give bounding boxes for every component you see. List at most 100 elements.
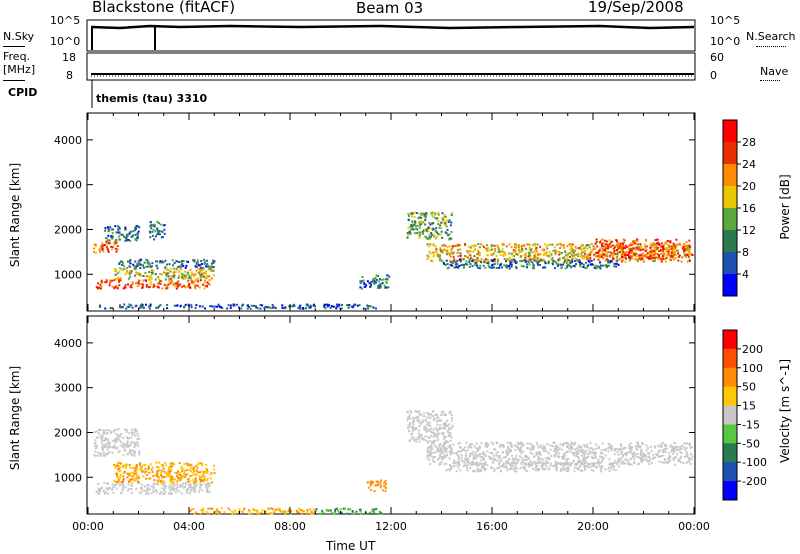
velocity-echo-cell	[107, 440, 110, 443]
velocity-echo-cell	[447, 429, 450, 432]
power-echo-cell	[187, 284, 190, 287]
power-echo-cell	[436, 231, 439, 234]
power-echo-cell	[609, 255, 612, 258]
power-echo-cell	[586, 244, 589, 247]
power-echo-cell	[446, 249, 449, 252]
velocity-echo-cell	[190, 470, 192, 473]
power-echo-cell	[107, 228, 110, 231]
power-echo-cell	[567, 263, 570, 266]
power-echo-cell	[504, 253, 507, 256]
power-echo-cell	[445, 259, 448, 262]
velocity-echo-cell	[119, 473, 122, 476]
power-echo-cell	[537, 253, 539, 255]
power-echo-cell	[656, 256, 659, 259]
power-echo-cell	[439, 254, 442, 257]
power-echo-cell	[93, 243, 96, 246]
velocity-echo-cell	[417, 436, 420, 439]
velocity-echo-cell	[470, 446, 473, 449]
velocity-echo-cell	[408, 439, 411, 442]
power-echo-cell	[515, 253, 518, 256]
power-echo-cell	[601, 251, 604, 254]
power-echo-cell	[655, 248, 658, 251]
velocity-echo-cell	[554, 462, 557, 464]
velocity-echo-cell	[587, 455, 590, 458]
velocity-echo-cell	[524, 468, 526, 471]
velocity-echo-cell	[544, 468, 547, 471]
velocity-echo-cell	[529, 448, 532, 451]
power-echo-cell	[430, 212, 433, 215]
velocity-echo-cell	[666, 461, 669, 463]
power-echo-cell	[680, 260, 683, 263]
power-echo-cell	[672, 246, 675, 249]
power-echo-cell	[529, 244, 532, 247]
velocity-echo-cell	[430, 452, 433, 454]
velocity-echo-cell	[607, 467, 610, 470]
power-echo-cell	[139, 283, 142, 286]
power-echo-cell	[447, 251, 450, 254]
velocity-echo-cell	[134, 442, 137, 445]
power-echo-cell	[558, 253, 561, 256]
velocity-echo-cell	[620, 448, 623, 451]
power-echo-cell	[555, 261, 558, 264]
power-echo-cell	[620, 257, 623, 260]
power-echo-cell	[148, 307, 151, 310]
power-echo-cell	[654, 256, 657, 259]
power-echo-cell	[175, 268, 178, 271]
velocity-echo-cell	[433, 451, 436, 454]
power-echo-cell	[542, 254, 545, 256]
power-echo-cell	[164, 259, 167, 262]
power-echo-cell	[367, 305, 370, 307]
velocity-echo-cell	[208, 490, 211, 493]
power-echo-cell	[550, 257, 553, 260]
power-echo-cell	[668, 257, 671, 260]
velocity-echo-cell	[117, 461, 120, 464]
power-echo-cell	[513, 251, 516, 253]
power-echo-cell	[193, 280, 196, 283]
power-echo-cell	[573, 253, 576, 256]
velocity-echo-cell	[656, 454, 659, 457]
velocity-echo-cell	[95, 446, 98, 449]
x-tick-label: 20:00	[577, 520, 609, 533]
power-echo-cell	[163, 224, 166, 227]
power-echo-cell	[619, 251, 622, 254]
power-echo-cell	[632, 243, 635, 245]
velocity-echo-cell	[450, 419, 453, 422]
power-echo-cell	[441, 260, 444, 263]
power-echo-cell	[637, 248, 640, 251]
power-echo-cell	[586, 255, 589, 258]
velocity-echo-cell	[479, 446, 482, 449]
power-echo-cell	[550, 253, 553, 256]
power-echo-cell	[675, 249, 678, 252]
power-echo-cell	[202, 269, 204, 272]
velocity-echo-cell	[558, 447, 561, 450]
velocity-echo-cell	[120, 492, 123, 495]
power-echo-cell	[599, 261, 601, 264]
velocity-echo-cell	[432, 428, 435, 431]
power-echo-cell	[436, 254, 439, 257]
power-echo-cell	[125, 272, 128, 274]
velocity-echo-cell	[513, 457, 516, 460]
velocity-echo-cell	[443, 441, 446, 444]
power-echo-cell	[662, 245, 665, 248]
power-echo-cell	[469, 263, 472, 266]
power-echo-cell	[517, 246, 520, 249]
velocity-echo-cell	[227, 507, 230, 510]
velocity-echo-cell	[150, 492, 153, 495]
velocity-echo-cell	[496, 451, 499, 453]
velocity-echo-cell	[418, 425, 421, 427]
power-echo-cell	[104, 281, 107, 284]
velocity-echo-cell	[627, 462, 629, 465]
power-echo-cell	[412, 228, 415, 231]
velocity-echo-cell	[171, 481, 174, 484]
velocity-echo-cell	[559, 443, 562, 446]
power-echo-cell	[686, 246, 689, 249]
power-colorbar-swatch	[723, 252, 737, 275]
velocity-echo-cell	[168, 485, 171, 488]
velocity-echo-cell	[515, 445, 518, 448]
velocity-echo-cell	[492, 458, 495, 461]
velocity-echo-cell	[608, 458, 611, 461]
velocity-echo-cell	[434, 427, 437, 430]
velocity-echo-cell	[160, 491, 162, 494]
velocity-echo-cell	[144, 470, 147, 473]
